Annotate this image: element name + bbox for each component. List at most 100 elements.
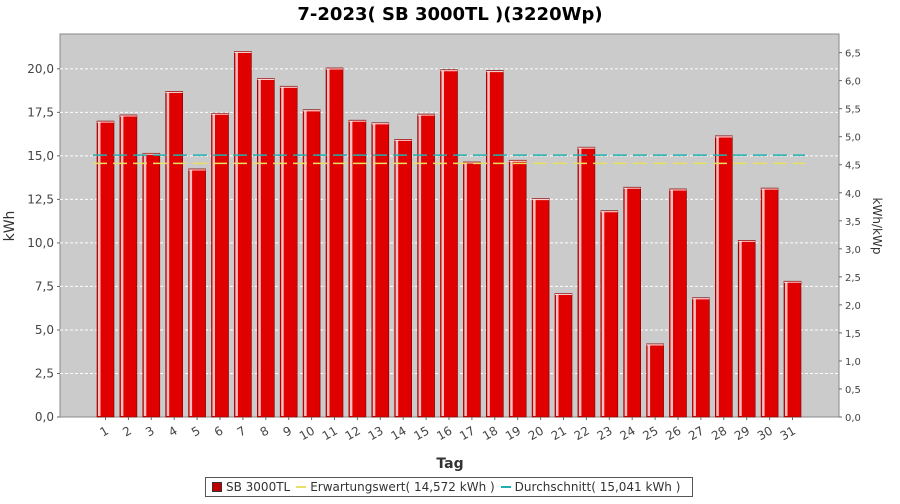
x-tick-label: 22 [572,423,592,443]
x-axis-label: Tag [436,456,463,472]
chart-title: 7-2023( SB 3000TL )(3220Wp) [297,4,602,25]
x-tick-label: 8 [258,423,272,439]
y-axis-label: kWh [2,211,18,242]
bar [325,67,344,418]
x-tick-label: 9 [281,423,295,439]
bar [714,135,733,418]
bar [142,152,161,418]
x-tick-label: 26 [663,423,683,443]
bar [669,188,687,418]
y2-tick-label: 3,5 [845,217,861,228]
bar-highlight [327,68,330,416]
bar [577,146,596,418]
bar-highlight [212,114,215,416]
bar [600,210,619,418]
x-tick-label: 21 [549,423,569,443]
bar-highlight [120,115,124,416]
y2-tick-label: 3,0 [845,245,861,256]
bar [737,239,756,418]
series-swatch-icon [212,482,222,492]
bar [165,91,183,418]
x-tick-label: 19 [503,423,523,443]
y2-tick-label: 0,5 [845,385,861,396]
bar [348,119,367,418]
bar-highlight [372,123,376,416]
bar-highlight [395,140,399,416]
bar-highlight [487,71,490,417]
x-tick-label: 23 [595,423,615,443]
bar-highlight [464,162,467,416]
legend-item-average: Durchschnitt( 15,041 kWh ) [500,480,681,494]
y-tick-label: 17,5 [27,105,54,119]
y2-tick-label: 2,0 [845,301,861,312]
bar-highlight [556,294,559,416]
legend: SB 3000TL Erwartungswert( 14,572 kWh ) D… [205,477,694,497]
bar [302,109,321,418]
bar [96,120,115,418]
bar [760,187,779,418]
bar-highlight [624,188,628,416]
bar [783,280,802,418]
bar [485,70,504,418]
legend-expectation-label: Erwartungswert( 14,572 kWh ) [310,480,495,494]
x-tick-label: 6 [212,423,226,439]
bar [554,293,573,418]
bar-highlight [510,161,513,416]
bar [211,112,229,418]
x-tick-label: 18 [480,423,500,443]
y2-tick-label: 6,0 [845,77,861,88]
y-tick-label: 0,0 [35,410,54,424]
x-tick-label: 11 [320,423,340,443]
bar-highlight [533,199,536,416]
bar [531,198,550,418]
bar-highlight [349,121,353,417]
legend-item-series: SB 3000TL [212,480,290,494]
bar [463,161,481,418]
bar [119,114,138,418]
y-tick-label: 5,0 [35,323,54,337]
bar-highlight [785,282,788,416]
bar-highlight [601,211,605,416]
bar-highlight [235,52,238,417]
bar-highlight [166,92,170,416]
x-axis: 1 2 3 4 5 6 7 8 9 10 11 12 13 14 15 16 17 18 19 20 21 22 23 24 2… [97,417,798,443]
x-tick-label: 14 [388,423,408,443]
legend-series-label: SB 3000TL [226,480,291,494]
x-tick-label: 27 [686,423,706,443]
bar-highlight [647,344,651,416]
bar [508,159,527,418]
y2-tick-label: 1,0 [845,357,861,368]
x-tick-label: 2 [120,423,134,439]
y2-tick-label: 0,0 [845,413,861,424]
bar [646,343,664,418]
x-tick-label: 7 [235,423,249,439]
bar [692,297,710,418]
x-tick-label: 12 [343,423,363,443]
x-tick-label: 10 [297,423,317,443]
y2-axis-label: kWh/kWp [870,198,884,255]
bar-highlight [189,169,193,416]
bar [279,85,298,418]
legend-average-label: Durchschnitt( 15,041 kWh ) [514,480,681,494]
legend-item-expectation: Erwartungswert( 14,572 kWh ) [296,480,495,494]
bar-highlight [258,79,261,416]
x-tick-label: 20 [526,423,546,443]
x-tick-label: 29 [732,423,752,443]
x-tick-label: 15 [411,423,431,443]
y2-tick-label: 2,5 [845,273,861,284]
x-tick-label: 24 [617,423,637,443]
y-axis: 0,0 2,5 5,0 7,5 10,0 12,5 15,0 17,5 20,0 [27,62,60,424]
bar [188,168,206,418]
bar-highlight [441,70,444,417]
bar [234,51,252,418]
bar [417,113,435,418]
y2-tick-label: 5,0 [845,133,861,144]
bar [371,122,390,418]
bar-highlight [739,241,742,416]
y2-tick-label: 4,5 [845,161,861,172]
bar-highlight [693,298,696,416]
bar-highlight [418,115,422,416]
expectation-line-icon [296,486,307,488]
x-tick-label: 28 [709,423,729,443]
